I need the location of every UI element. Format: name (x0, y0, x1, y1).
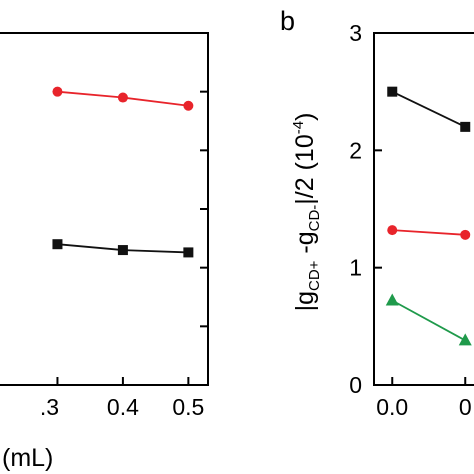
data-point-circle (460, 229, 471, 240)
panel-b-y-axis-label: |gCD+ -gCD-|/2 (10-4) (290, 113, 323, 312)
data-point-circle (52, 86, 63, 97)
panel-a: .3 0.4 0.5 (mL) (0, 32, 209, 472)
panel-b-ticks (374, 32, 467, 386)
data-point-square (52, 239, 63, 250)
panel-a-frame (0, 32, 209, 386)
panel-b-series (385, 86, 472, 346)
data-point-square (117, 245, 128, 256)
data-point-square (387, 86, 398, 97)
panel-b-letter: b (280, 6, 295, 36)
y-label-abs-open: |g (291, 291, 319, 311)
panel-b-y-tick-labels: 0 1 2 3 (349, 20, 362, 398)
series-line-circle (392, 229, 466, 236)
data-point-triangle (458, 333, 472, 346)
y-tick-label: 0 (349, 372, 362, 398)
data-point-circle (183, 100, 194, 111)
x-tick-label: .3 (40, 394, 59, 420)
panel-a-series (52, 86, 194, 258)
x-tick-label: 0.0 (376, 394, 408, 420)
panel-b-x-tick-labels: 0.0 0 (376, 394, 471, 420)
panel-a-x-axis-label: (mL) (2, 444, 53, 472)
series-square (387, 86, 471, 132)
series-circle (387, 225, 471, 240)
panel-a-x-tick-labels: .3 0.4 0.5 (40, 394, 204, 420)
x-tick-label: 0.4 (107, 394, 139, 420)
data-point-triangle (385, 293, 399, 306)
x-tick-label: 0.5 (172, 394, 204, 420)
y-label-exponent: -4 (290, 121, 307, 134)
y-tick-label: 1 (349, 255, 362, 281)
y-label-tail: |/2 (10 (291, 134, 319, 204)
series-square (52, 239, 194, 258)
y-label-minus: -g (291, 231, 319, 260)
y-tick-label: 2 (349, 137, 362, 163)
series-line-triangle (391, 299, 466, 342)
data-point-square (183, 247, 194, 258)
y-tick-label: 3 (349, 20, 362, 46)
series-line-square (391, 90, 466, 128)
data-point-circle (387, 225, 398, 236)
y-label-sub-plus: CD+ (306, 260, 323, 291)
x-tick-label: 0 (459, 394, 472, 420)
panel-b-frame (373, 32, 474, 386)
panel-a-ticks (56, 90, 208, 385)
y-label-sub-minus: CD- (306, 205, 323, 232)
series-circle (52, 86, 194, 111)
y-label-close: ) (291, 113, 319, 121)
series-triangle (385, 293, 472, 346)
data-point-circle (117, 92, 128, 103)
data-point-square (460, 121, 471, 132)
